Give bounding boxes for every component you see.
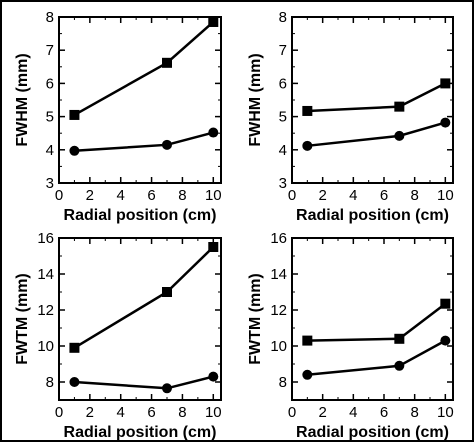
x-tick-label: 2	[86, 187, 94, 204]
x-tick-label: 10	[437, 404, 454, 421]
y-tick-label: 14	[270, 266, 287, 283]
x-tick-label: 4	[117, 187, 125, 204]
x-tick-label: 10	[205, 187, 222, 204]
data-point-circle	[208, 371, 219, 382]
y-axis-label: FWHM (mm)	[247, 53, 264, 146]
series-line-circle	[307, 121, 446, 148]
y-tick-label: 12	[270, 302, 287, 319]
plot-frame	[291, 16, 454, 184]
x-tick-label: 2	[86, 404, 94, 421]
data-point-square	[69, 342, 80, 353]
x-tick-label: 8	[178, 404, 186, 421]
y-tick-label: 8	[46, 374, 54, 391]
y-tick-label: 10	[37, 338, 54, 355]
series-line-square	[307, 302, 447, 342]
x-tick-label: 4	[349, 404, 357, 421]
x-tick-label: 6	[147, 404, 155, 421]
data-point-circle	[302, 369, 313, 380]
data-point-square	[440, 298, 451, 309]
y-axis-label: FWHM (mm)	[14, 53, 31, 146]
y-tick-label: 5	[279, 109, 287, 126]
x-tick-label: 0	[288, 187, 296, 204]
x-tick-label: 8	[410, 404, 418, 421]
y-tick-label: 12	[37, 302, 54, 319]
data-point-circle	[69, 377, 80, 387]
data-point-square	[208, 242, 219, 252]
y-tick-label: 6	[279, 75, 287, 92]
y-tick-label: 16	[37, 230, 54, 247]
y-tick-label: 10	[270, 338, 287, 355]
series-line-circle	[74, 375, 214, 390]
x-tick-label: 0	[55, 187, 63, 204]
x-tick-label: 6	[380, 187, 388, 204]
x-axis-label: Radial position (cm)	[64, 207, 217, 224]
x-axis-label: Radial position (cm)	[64, 424, 217, 440]
series-line-circle	[74, 131, 214, 153]
x-tick-label: 6	[380, 404, 388, 421]
x-tick-label: 2	[318, 187, 326, 204]
data-point-circle	[162, 383, 172, 394]
data-point-circle	[440, 335, 451, 346]
y-axis-label: FWTM (mm)	[247, 273, 264, 365]
y-tick-label: 6	[46, 75, 54, 92]
data-point-circle	[208, 127, 219, 138]
plot-frame	[58, 237, 222, 401]
data-point-square	[394, 333, 405, 344]
data-point-square	[440, 78, 451, 89]
plot-frame	[291, 237, 454, 401]
y-tick-label: 5	[46, 109, 54, 126]
data-point-circle	[162, 139, 172, 150]
x-tick-label: 8	[178, 187, 186, 204]
x-tick-label: 6	[147, 187, 155, 204]
y-tick-label: 3	[279, 175, 287, 192]
x-tick-label: 10	[205, 404, 222, 421]
y-axis-label: FWTM (mm)	[14, 273, 31, 365]
x-tick-label: 8	[410, 187, 418, 204]
y-tick-label: 7	[46, 42, 54, 59]
series-line-square	[307, 82, 446, 113]
y-tick-label: 4	[46, 142, 54, 159]
y-tick-label: 4	[279, 142, 287, 159]
y-tick-label: 8	[46, 9, 54, 26]
data-point-square	[162, 287, 172, 297]
x-axis-label: Radial position (cm)	[296, 424, 449, 440]
x-tick-label: 4	[117, 404, 125, 421]
x-tick-label: 2	[318, 404, 326, 421]
data-point-circle	[394, 130, 405, 141]
y-tick-label: 16	[270, 230, 287, 247]
data-point-circle	[69, 145, 80, 156]
series-line-square	[73, 246, 215, 349]
y-tick-label: 3	[46, 175, 54, 192]
x-tick-label: 0	[288, 404, 296, 421]
data-point-square	[162, 57, 172, 68]
y-tick-label: 8	[279, 374, 287, 391]
data-point-square	[302, 105, 313, 116]
y-tick-label: 7	[279, 42, 287, 59]
x-axis-label: Radial position (cm)	[296, 207, 449, 224]
data-point-circle	[440, 117, 451, 128]
data-point-circle	[302, 140, 313, 151]
y-tick-label: 14	[37, 266, 54, 283]
x-tick-label: 4	[349, 187, 357, 204]
x-tick-label: 0	[55, 404, 63, 421]
series-line-circle	[307, 339, 446, 377]
data-point-square	[208, 16, 219, 27]
plot-frame	[58, 16, 222, 184]
series-line-square	[73, 21, 215, 117]
x-tick-label: 10	[437, 187, 454, 204]
data-point-square	[69, 109, 80, 120]
data-point-square	[302, 335, 313, 346]
y-tick-label: 8	[279, 9, 287, 26]
data-point-circle	[394, 360, 405, 371]
data-point-square	[394, 101, 405, 112]
